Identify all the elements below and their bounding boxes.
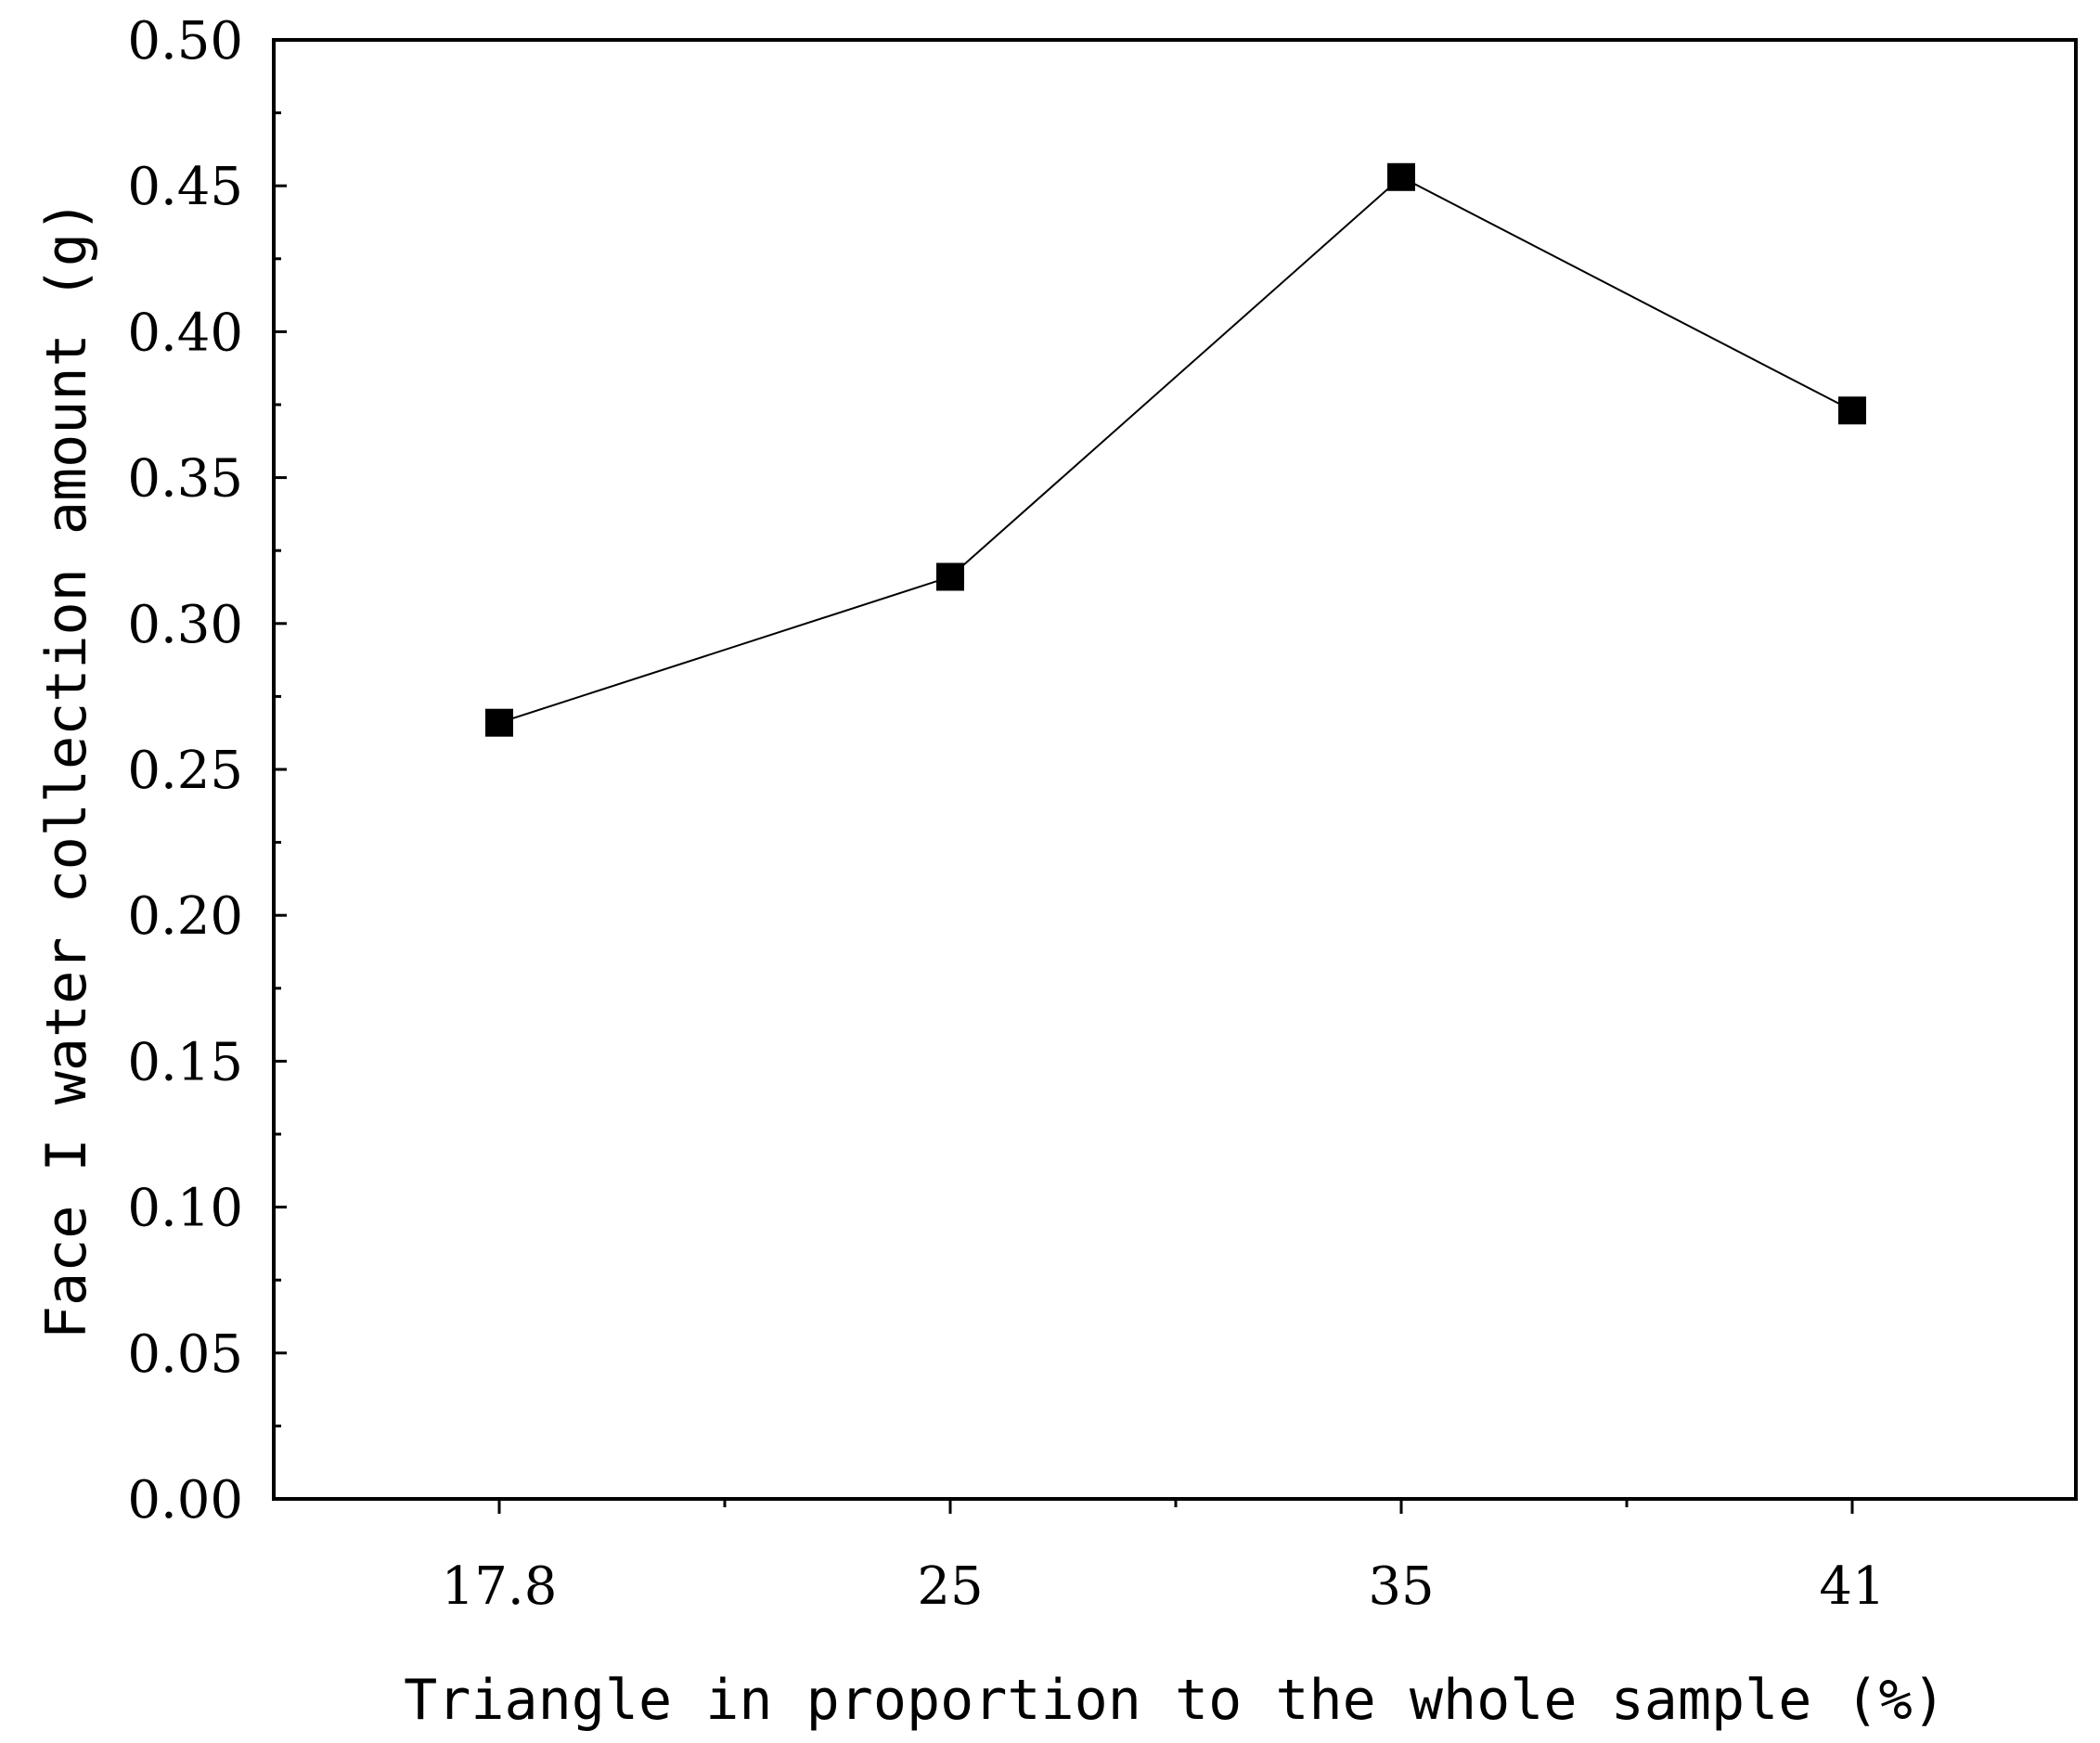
x-tick-label: 35 bbox=[1368, 1556, 1434, 1617]
data-point-marker bbox=[1838, 396, 1866, 425]
x-tick-label: 25 bbox=[917, 1556, 983, 1617]
y-tick-label: 0.45 bbox=[127, 157, 243, 217]
y-tick-label: 0.30 bbox=[127, 595, 243, 655]
y-axis-tick-labels: 0.00 0.05 0.10 0.15 0.20 0.25 0.30 0.35 0.40 0.45… bbox=[127, 11, 243, 1530]
y-tick-label: 0.25 bbox=[127, 741, 243, 801]
plot-frame bbox=[272, 38, 2078, 1501]
series-line bbox=[498, 175, 1853, 724]
y-tick-label: 0.40 bbox=[127, 303, 243, 363]
x-tick-label: 17.8 bbox=[442, 1556, 558, 1617]
y-axis-ticks bbox=[274, 38, 287, 1501]
x-axis-tick-labels: 17.8 25 35 41 bbox=[442, 1556, 1886, 1617]
x-tick-label: 41 bbox=[1819, 1556, 1885, 1617]
y-axis-title: Face I water collection amount (g) bbox=[34, 200, 99, 1339]
y-tick-label: 0.20 bbox=[127, 886, 243, 947]
y-tick-label: 0.35 bbox=[127, 449, 243, 510]
y-tick-label: 0.15 bbox=[127, 1032, 243, 1092]
x-axis-ticks bbox=[497, 1499, 1854, 1514]
series-group bbox=[485, 162, 1866, 737]
y-tick-label: 0.50 bbox=[127, 11, 243, 71]
data-point-marker bbox=[1387, 162, 1415, 191]
data-point-marker bbox=[485, 708, 513, 737]
y-tick-label: 0.05 bbox=[127, 1324, 243, 1385]
data-point-marker bbox=[936, 562, 964, 591]
y-tick-label: 0.00 bbox=[127, 1470, 243, 1530]
x-axis-title: Triangle in proportion to the whole samp… bbox=[404, 1668, 1946, 1733]
y-tick-label: 0.10 bbox=[127, 1179, 243, 1239]
